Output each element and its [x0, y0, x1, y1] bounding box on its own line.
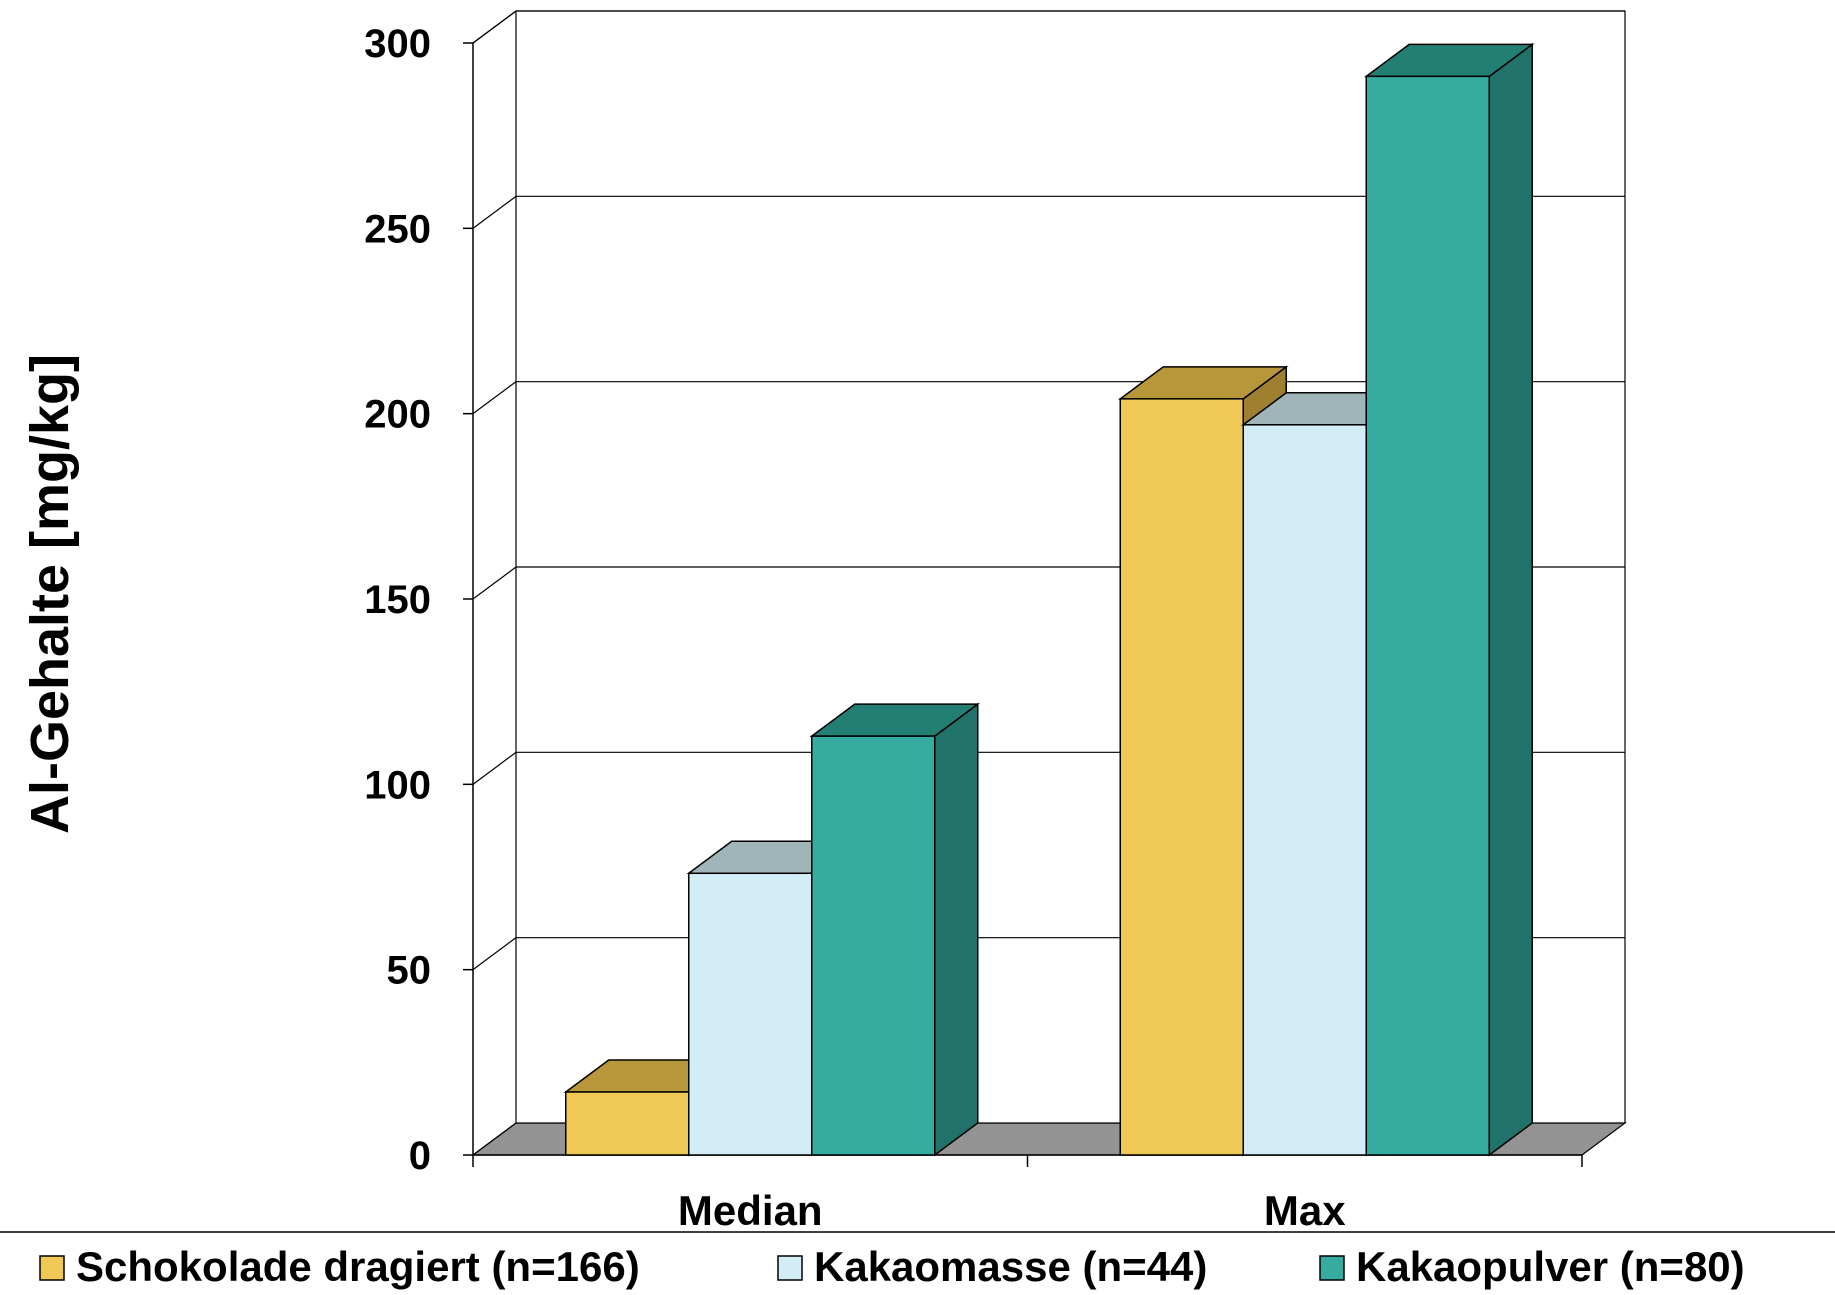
legend-item: Kakaopulver (n=80) — [1319, 1243, 1745, 1290]
bar — [1363, 42, 1535, 1157]
bar — [809, 702, 981, 1157]
bar-front — [565, 1091, 690, 1156]
bar-side — [934, 702, 979, 1157]
gridline-depth — [472, 10, 517, 44]
legend: Schokolade dragiert (n=166) Kakaomasse (n… — [39, 1243, 1745, 1290]
y-axis-title: Al-Gehalte [mg/kg] — [20, 354, 80, 834]
x-category-label: Median — [678, 1187, 823, 1234]
y-tick-label: 100 — [364, 763, 431, 807]
y-tick-label: 150 — [364, 578, 431, 622]
gridline-depth — [472, 937, 517, 971]
y-tick-label: 0 — [409, 1134, 431, 1178]
legend-swatch — [1319, 1255, 1345, 1281]
legend-swatch — [777, 1255, 803, 1281]
y-tick-label: 50 — [387, 949, 432, 993]
gridline-depth — [472, 566, 517, 600]
bar-front — [1365, 75, 1490, 1156]
legend-swatch — [39, 1255, 65, 1281]
legend-label: Schokolade dragiert (n=166) — [76, 1243, 640, 1290]
bar-side — [1488, 42, 1533, 1157]
bars — [563, 42, 1535, 1157]
y-tick-label: 300 — [364, 22, 431, 66]
gridline-depth — [472, 751, 517, 785]
bar-front — [1242, 424, 1367, 1156]
y-tick-label: 200 — [364, 393, 431, 437]
gridline-depth — [472, 1122, 517, 1156]
legend-item: Schokolade dragiert (n=166) — [39, 1243, 640, 1290]
bar-front — [688, 872, 813, 1156]
axis-labels: 0 50 100 150 200 250 300 Median Max — [364, 22, 1346, 1234]
bar-front — [811, 735, 936, 1156]
y-tick-label: 250 — [364, 207, 431, 251]
gridline-depth — [472, 195, 517, 229]
gridline-depth — [472, 381, 517, 415]
legend-label: Kakaopulver (n=80) — [1356, 1243, 1745, 1290]
legend-item: Kakaomasse (n=44) — [777, 1243, 1207, 1290]
x-category-label: Max — [1264, 1187, 1346, 1234]
legend-label: Kakaomasse (n=44) — [814, 1243, 1207, 1290]
bar-front — [1119, 398, 1244, 1156]
